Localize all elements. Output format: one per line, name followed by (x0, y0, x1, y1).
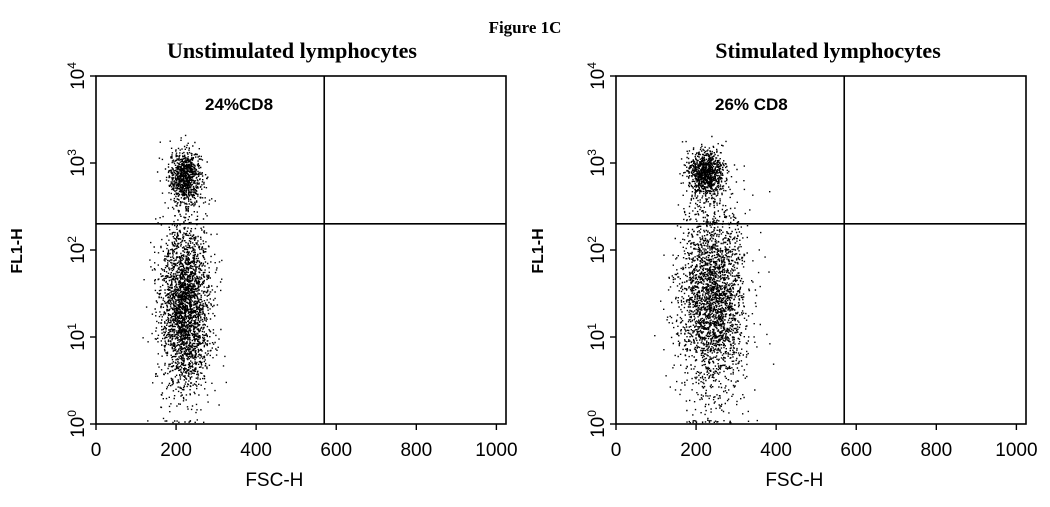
x-axis-label: FSC-H (245, 470, 303, 491)
population-1-dots (654, 135, 775, 424)
figure-title: Figure 1C (489, 18, 562, 37)
cd8-percentage-label: 24%CD8 (205, 95, 273, 114)
plot-frame (615, 75, 1027, 425)
y-tick-label: 102 (585, 236, 609, 264)
x-tick-label: 200 (160, 440, 192, 461)
x-tick-label: 1000 (995, 440, 1037, 461)
x-tick-label: 0 (611, 440, 622, 461)
y-tick-label: 100 (65, 410, 89, 438)
y-axis-label: FL1-H (9, 228, 26, 273)
x-tick-label: 600 (320, 440, 352, 461)
x-tick-label: 800 (400, 440, 432, 461)
x-tick-label: 600 (840, 440, 872, 461)
x-tick-label: 200 (680, 440, 712, 461)
y-tick-label: 104 (585, 62, 609, 90)
x-tick-label: 400 (760, 440, 792, 461)
scatter-points (654, 135, 775, 424)
y-tick-label: 101 (65, 323, 89, 351)
population-1-dots (142, 141, 227, 424)
panel-unstimulated: Unstimulated lymphocytes 24%CD8 0 200 400 600… (9, 38, 518, 491)
x-tick-label: 800 (920, 440, 952, 461)
panel-stimulated: Stimulated lymphocytes 26% CD8 0 200 400 600 8… (530, 38, 1038, 491)
y-tick-label: 100 (585, 410, 609, 438)
population-0-dots (156, 134, 211, 218)
plot-frame (95, 75, 507, 425)
scatter-points (142, 134, 227, 424)
population-0-dots (679, 140, 736, 208)
x-axis-label: FSC-H (765, 470, 823, 491)
panel-title: Unstimulated lymphocytes (167, 38, 417, 63)
x-tick-label: 0 (91, 440, 102, 461)
y-tick-label: 101 (585, 323, 609, 351)
y-tick-label: 104 (65, 62, 89, 90)
cd8-percentage-label: 26% CD8 (715, 95, 788, 114)
y-axis-label: FL1-H (530, 228, 547, 273)
y-tick-label: 103 (65, 149, 89, 177)
y-tick-label: 103 (585, 149, 609, 177)
x-tick-label: 400 (240, 440, 272, 461)
x-tick-label: 1000 (475, 440, 517, 461)
panel-title: Stimulated lymphocytes (715, 38, 941, 63)
y-tick-label: 102 (65, 236, 89, 264)
